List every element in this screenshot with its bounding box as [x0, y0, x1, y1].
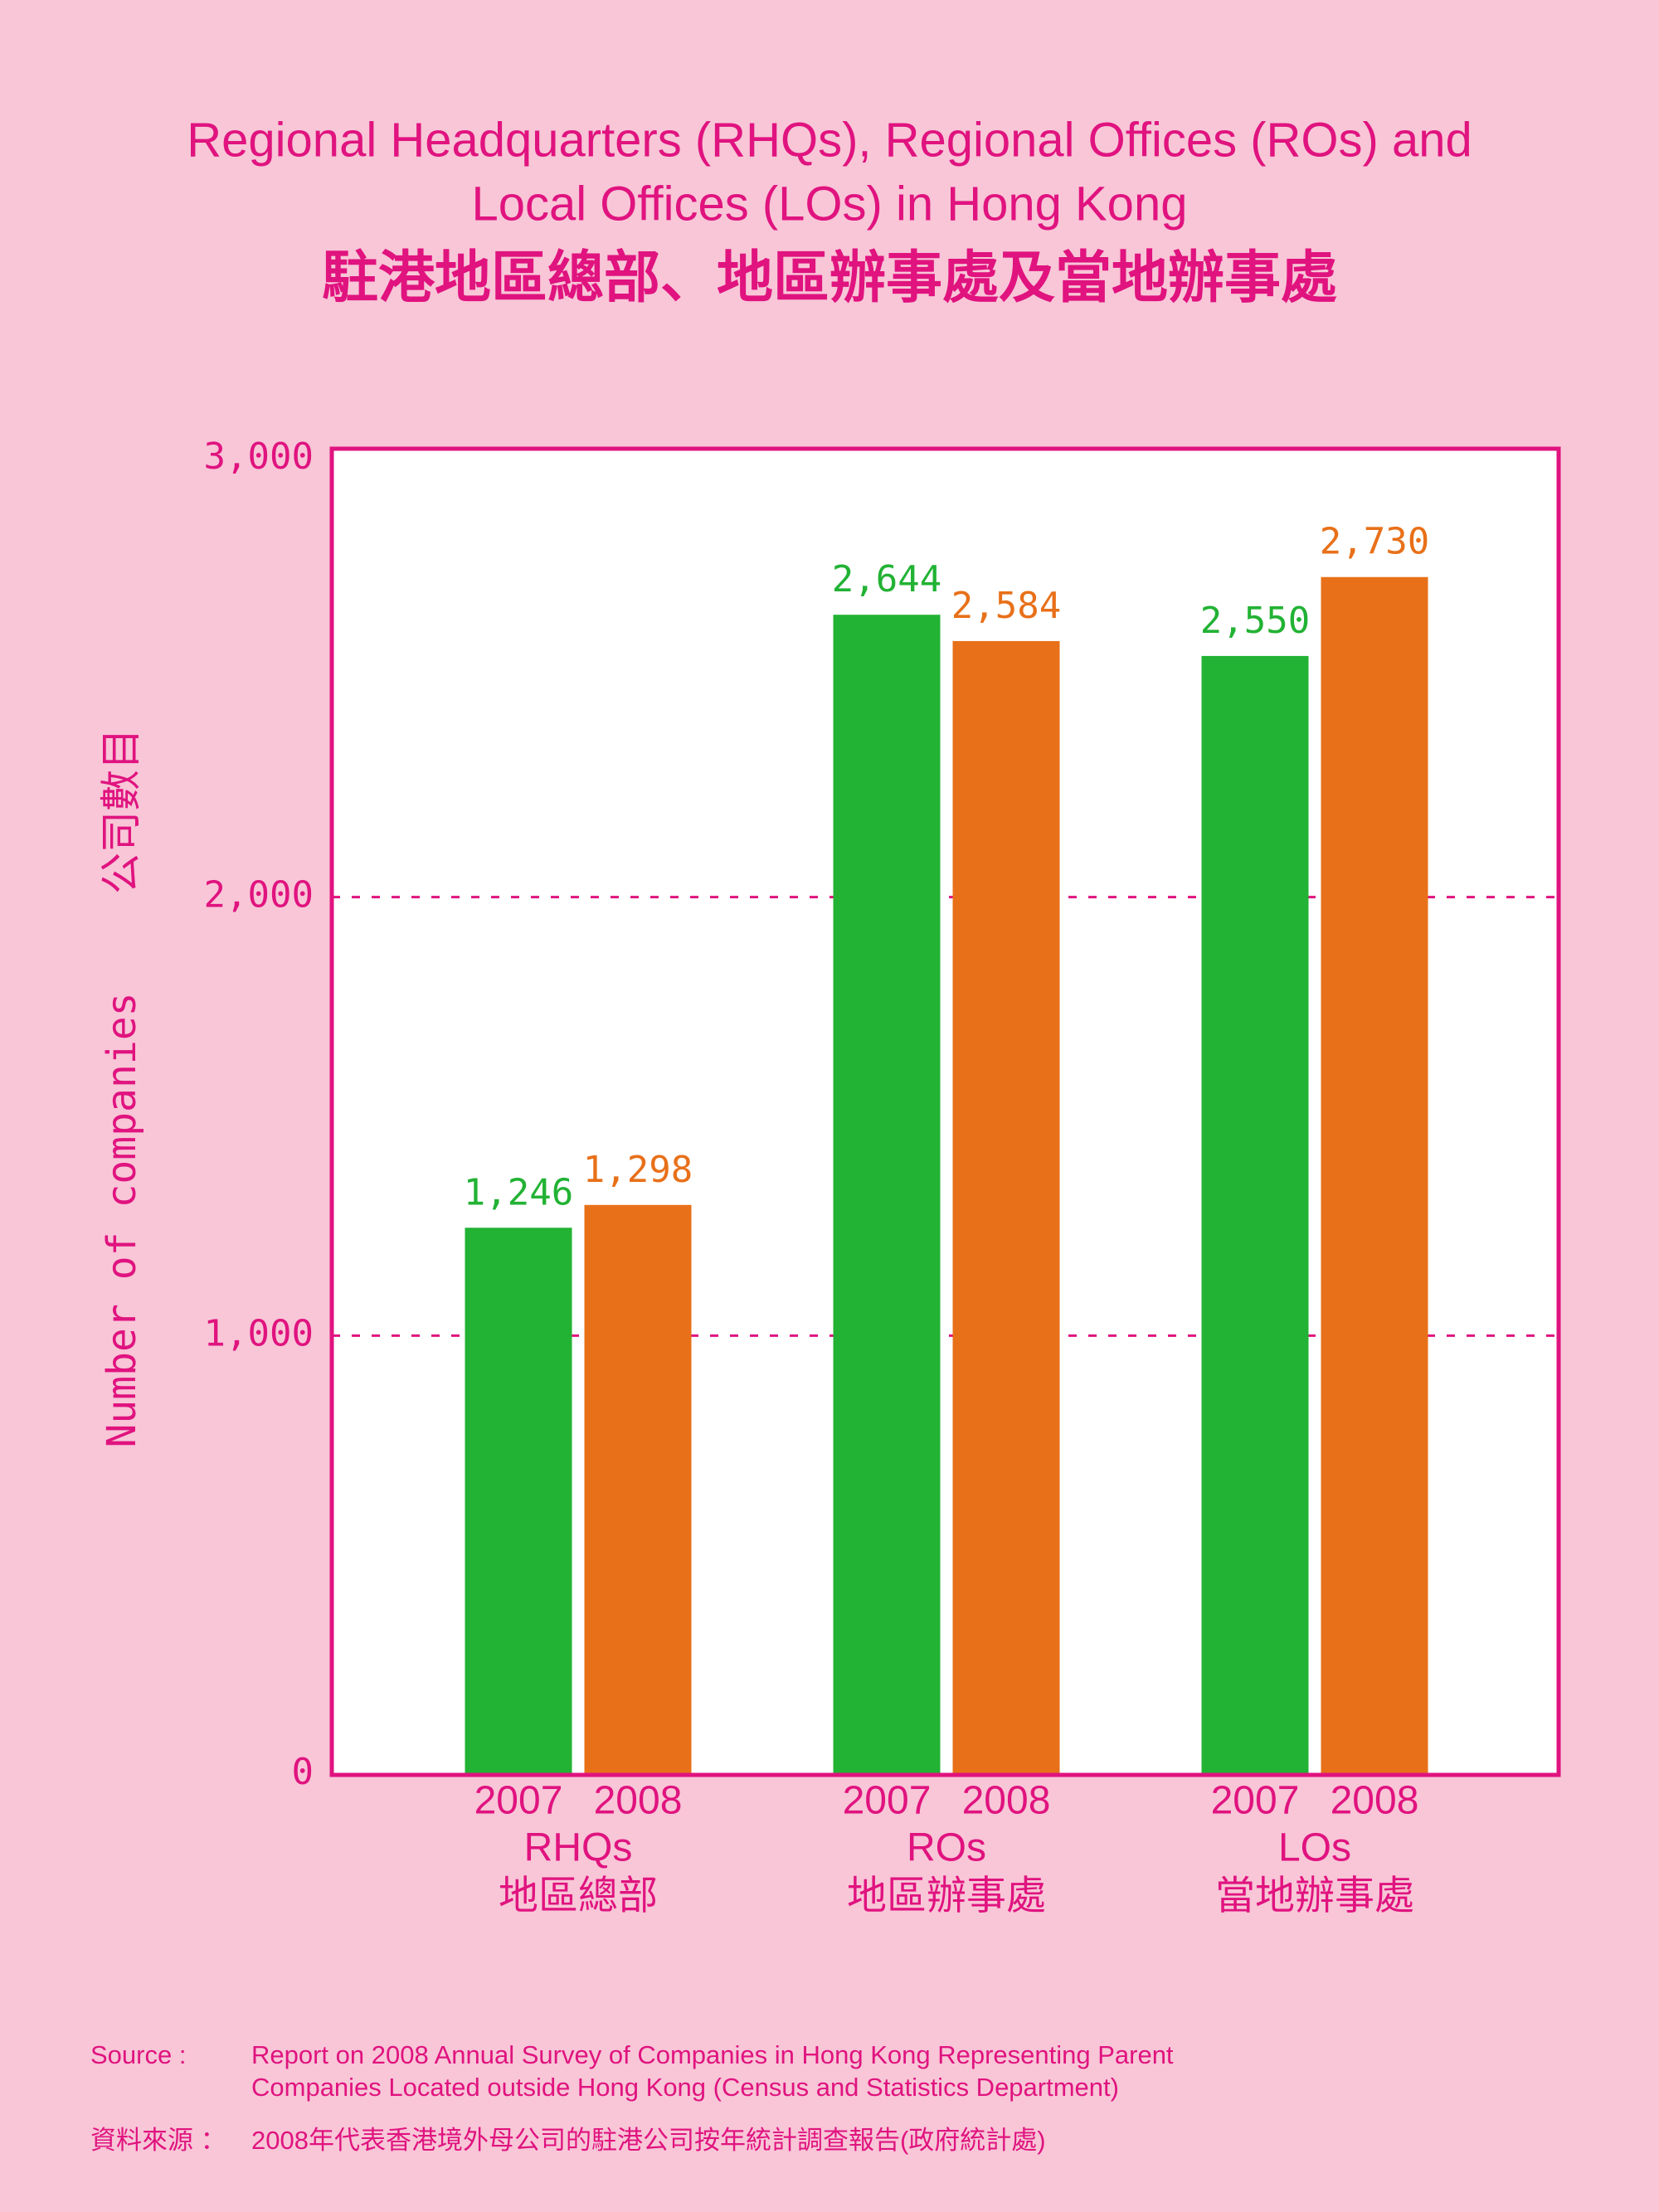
plot-frame [329, 446, 1561, 1777]
value-label: 1,298 [583, 1149, 693, 1191]
x-tick-label-zh: 當地辦事處 [1215, 1874, 1414, 1918]
value-label: 2,584 [951, 585, 1061, 627]
x-tick-label-zh: 地區總部 [499, 1874, 658, 1918]
y-tick-label: 3,000 [204, 435, 314, 478]
value-label: 2,550 [1200, 600, 1310, 642]
value-label: 1,246 [464, 1171, 573, 1213]
value-label: 2,730 [1320, 521, 1429, 563]
bar [465, 1228, 572, 1774]
source-label: Source : [90, 2040, 186, 2069]
y-axis-title-zh: 公司數目 [98, 728, 144, 894]
source-text: Companies Located outside Hong Kong (Cen… [251, 2073, 1119, 2102]
x-tick-label: ROs [907, 1826, 986, 1870]
x-tick-label: LOs [1278, 1826, 1351, 1870]
y-tick-label: 0 [292, 1751, 314, 1793]
y-axis-title: Number of companies [99, 992, 145, 1447]
x-tick-label-zh: 地區辦事處 [847, 1874, 1046, 1918]
source-label-zh: 資料來源 ： [90, 2126, 226, 2155]
source-text-zh: 2008年代表香港境外母公司的駐港公司按年統計調查報告(政府統計處) [251, 2126, 1046, 2155]
value-label: 2,644 [832, 558, 941, 600]
x-tick-label: RHQs [524, 1826, 633, 1870]
bar [833, 615, 941, 1774]
series-label: 2008 [1331, 1779, 1419, 1823]
chart-title: Regional Headquarters (RHQs), Regional O… [187, 113, 1472, 167]
bar [952, 640, 1060, 1775]
chart-title: Local Offices (LOs) in Hong Kong [472, 177, 1188, 231]
chart-title-zh: 駐港地區總部、地區辦事處及當地辦事處 [322, 246, 1337, 309]
series-label: 2007 [474, 1779, 563, 1823]
y-tick-label: 2,000 [204, 874, 314, 916]
bar [584, 1204, 692, 1774]
series-label: 2007 [843, 1779, 932, 1823]
series-label: 2007 [1211, 1779, 1300, 1823]
bar [1321, 576, 1428, 1774]
series-label: 2008 [594, 1779, 683, 1823]
source-text: Report on 2008 Annual Survey of Companie… [251, 2040, 1174, 2069]
series-label: 2008 [962, 1779, 1051, 1823]
bar [1201, 655, 1309, 1774]
y-tick-label: 1,000 [204, 1312, 314, 1354]
